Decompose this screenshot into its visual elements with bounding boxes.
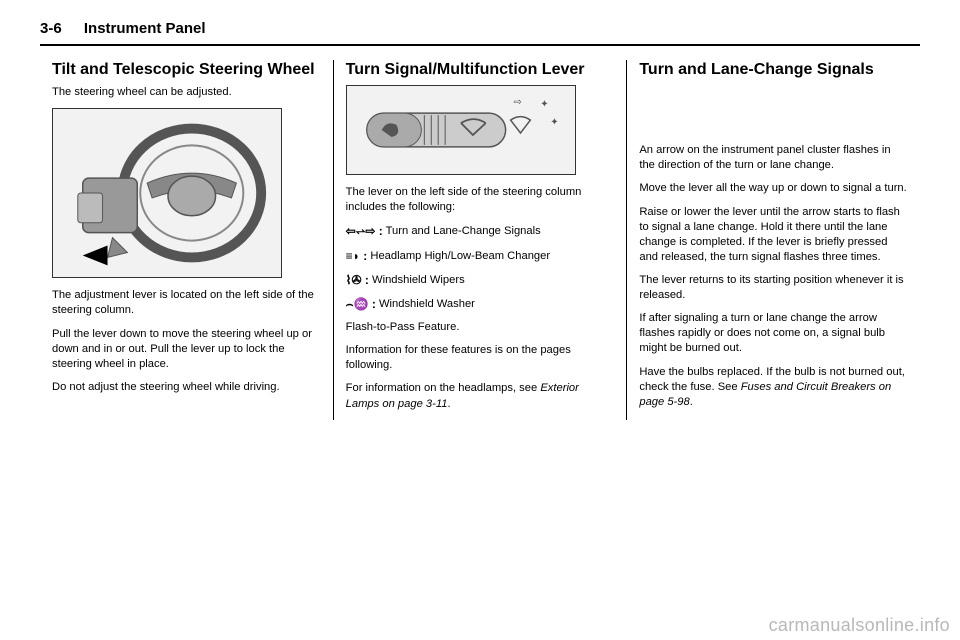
washer-item: ⌢♒ : Windshield Washer [346,296,615,312]
watermark: carmanualsonline.info [769,615,950,636]
col1-heading: Tilt and Telescopic Steering Wheel [52,60,321,79]
col3-p4: The lever returns to its starting positi… [639,273,908,303]
col3-heading: Turn and Lane-Change Signals [639,60,908,79]
washer-label: Windshield Washer [379,298,475,310]
turn-signal-icon: ⇦⥋⇨ : [346,224,383,238]
svg-text:⇨: ⇨ [513,97,521,108]
col3-p6: Have the bulbs replaced. If the bulb is … [639,365,908,410]
wipers-icon: ⌇✇ : [346,273,369,287]
col2-heading: Turn Signal/Multifunction Lever [346,60,615,79]
steering-wheel-illustration [52,108,282,278]
col1-p3: Pull the lever down to move the steering… [52,327,321,372]
wipers-label: Windshield Wipers [372,274,465,286]
col3-p2: Move the lever all the way up or down to… [639,181,908,196]
col3-p5: If after signaling a turn or lane change… [639,311,908,356]
svg-text:✦: ✦ [550,117,558,128]
col2-p3: Information for these features is on the… [346,343,615,373]
headlamp-icon: ≡◗ : [346,249,368,263]
turn-signal-label: Turn and Lane-Change Signals [386,225,541,237]
col2-p2: Flash-to-Pass Feature. [346,320,615,335]
column-2: Turn Signal/Multifunction Lever ⇨ ✦ ✦ [333,60,627,420]
column-3: Turn and Lane-Change Signals An arrow on… [626,60,920,420]
col1-p4: Do not adjust the steering wheel while d… [52,380,321,395]
col3-p3: Raise or lower the lever until the arrow… [639,205,908,265]
col1-p2: The adjustment lever is located on the l… [52,288,321,318]
page-number: 3-6 [40,20,62,37]
manual-page: 3-6 Instrument Panel Tilt and Telescopic… [0,0,960,430]
headlamp-label: Headlamp High/Low-Beam Changer [370,250,550,262]
section-title: Instrument Panel [84,20,206,37]
col3-spacer [639,85,908,143]
col1-p1: The steering wheel can be adjusted. [52,85,321,100]
column-1: Tilt and Telescopic Steering Wheel The s… [40,60,333,420]
lever-illustration: ⇨ ✦ ✦ [346,85,576,175]
col2-p1: The lever on the left side of the steeri… [346,185,615,215]
col3-p1: An arrow on the instrument panel cluster… [639,143,908,173]
washer-icon: ⌢♒ : [346,297,376,311]
svg-text:✦: ✦ [540,99,548,110]
content-columns: Tilt and Telescopic Steering Wheel The s… [40,60,920,420]
headlamp-item: ≡◗ : Headlamp High/Low-Beam Changer [346,248,615,264]
col2-p4: For information on the headlamps, see Ex… [346,381,615,411]
turn-signal-item: ⇦⥋⇨ : Turn and Lane-Change Signals [346,223,615,239]
wipers-item: ⌇✇ : Windshield Wipers [346,272,615,288]
page-header: 3-6 Instrument Panel [40,20,920,46]
